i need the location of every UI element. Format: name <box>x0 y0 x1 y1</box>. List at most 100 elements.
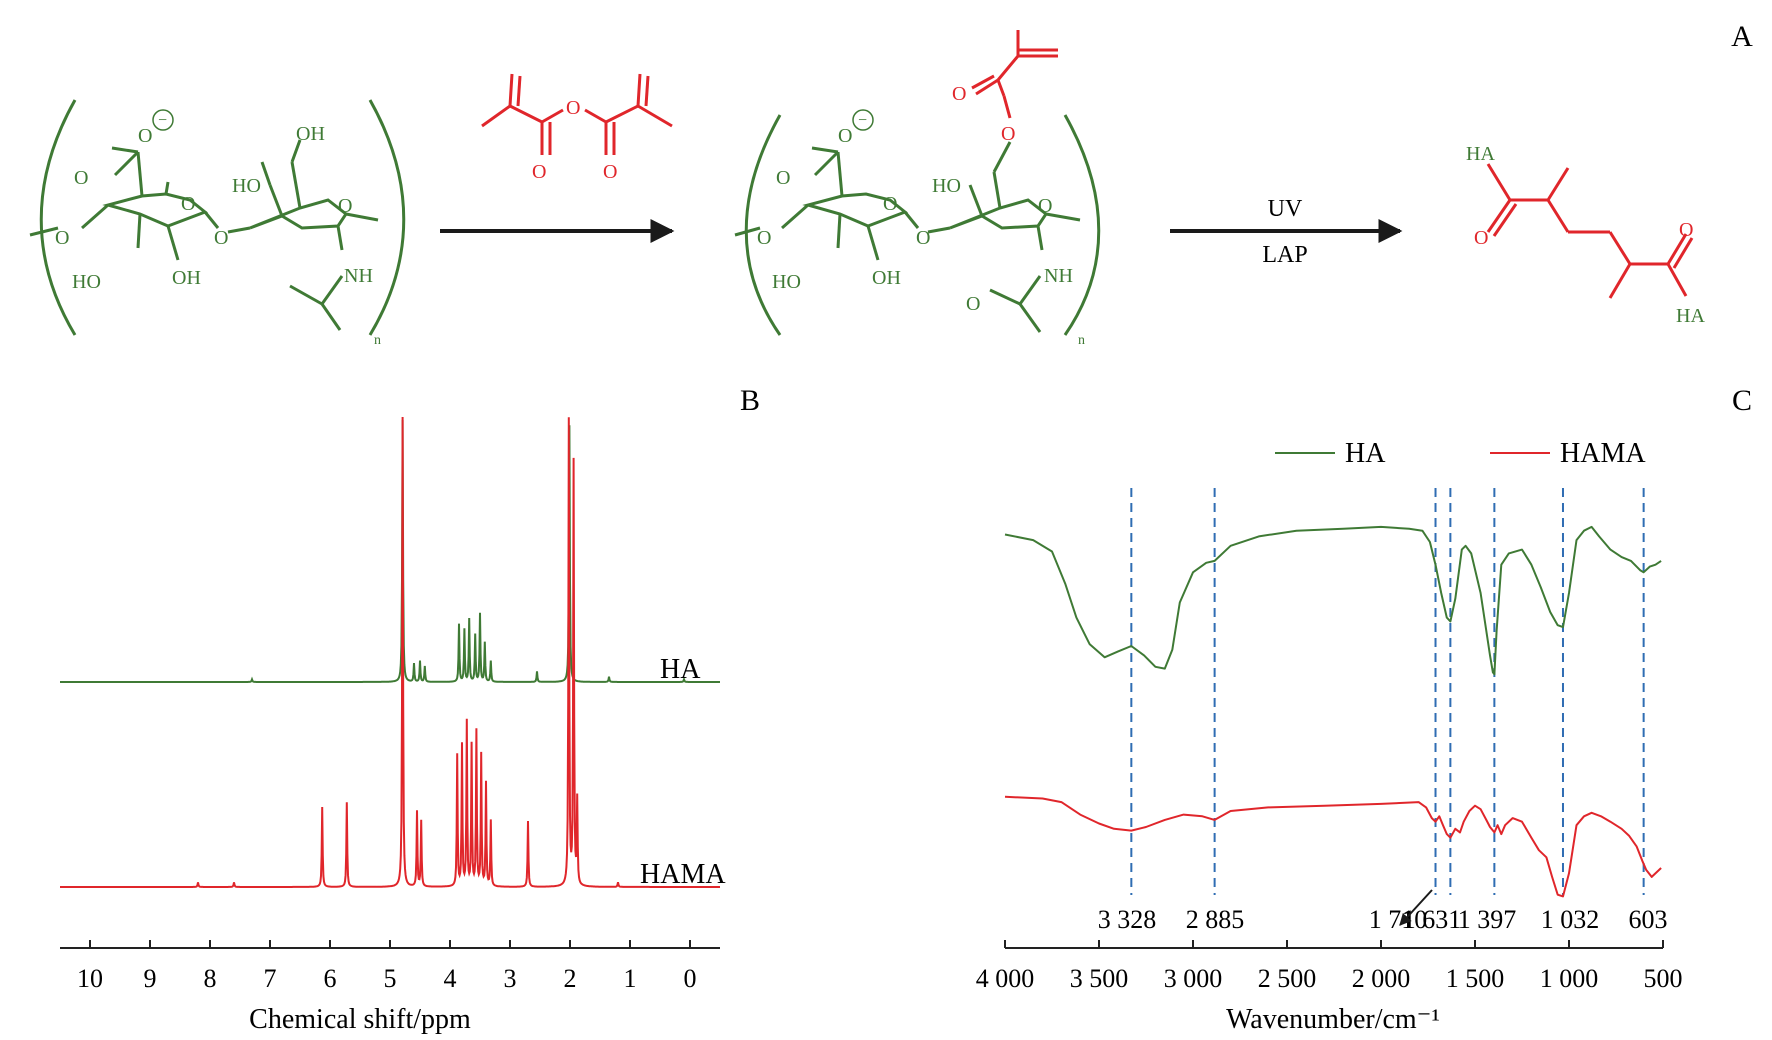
ftir-peak-annotation: 1 032 <box>1541 905 1600 934</box>
ha-ring-2 <box>249 198 349 230</box>
nmr-label-ha: HA <box>660 654 701 685</box>
ftir-peak-annotation: 3 328 <box>1098 905 1157 934</box>
hama-o-carbonyl: O <box>952 83 966 105</box>
anhydride-o-right: O <box>603 161 617 183</box>
ftir-series-hama <box>1004 795 1662 898</box>
hama-labels: O − O O O O O HO HO OH NH O n O O <box>757 83 1085 348</box>
ha-o-glyco: O <box>214 227 228 249</box>
ftir-peak-annotation: 1 397 <box>1458 905 1517 934</box>
ha-nh: NH <box>344 265 373 287</box>
nmr-x-tick-label: 6 <box>324 964 337 993</box>
anhydride-o-bridge: O <box>566 97 580 119</box>
uv-label: UV <box>1268 196 1303 222</box>
ha-o-minus: O <box>138 125 152 147</box>
ha-charge-circle <box>152 109 174 131</box>
hama-o-minus: O <box>838 125 852 147</box>
ftir-peak-annotation: 2 885 <box>1186 905 1245 934</box>
legend-label-hama: HAMA <box>1560 438 1646 469</box>
nmr-label-hama: HAMA <box>640 859 726 890</box>
hama-ho-1: HO <box>772 271 801 293</box>
hama-nh: NH <box>1044 265 1073 287</box>
hama-ring-2 <box>949 198 1049 230</box>
nmr-x-tick-label: 3 <box>504 964 517 993</box>
product-labels: HA O O HA <box>1466 143 1705 327</box>
ha-ho-1: HO <box>72 271 101 293</box>
nmr-series-layer <box>60 416 720 888</box>
hama-minus-charge: − <box>858 112 867 129</box>
hama-n-subscript: n <box>1078 333 1085 348</box>
hama-o-acid: O <box>776 167 790 189</box>
panel-a: A <box>29 20 1753 348</box>
product-o-right: O <box>1679 219 1693 241</box>
panel-c: C HA HAMA 4 000 3 500 3 000 2 500 2 000 1 500… <box>976 384 1752 1035</box>
ftir-x-tick-label: 1 000 <box>1540 964 1599 993</box>
nmr-x-tick-label: 2 <box>564 964 577 993</box>
nmr-x-ticks: 10 9 8 7 6 5 4 3 2 1 0 <box>77 940 697 993</box>
anhydride-labels: O O O <box>532 97 617 183</box>
ha-o-ring2: O <box>338 195 352 217</box>
hama-bracket-left <box>744 114 782 336</box>
hama-o-ester: O <box>1001 123 1015 145</box>
ha-bracket-right <box>368 99 406 336</box>
nmr-x-tick-label: 5 <box>384 964 397 993</box>
product-structure <box>1486 163 1694 299</box>
ha-o-link-left: O <box>55 227 69 249</box>
ha-ho-left: HO <box>232 175 261 197</box>
ha-n-subscript: n <box>374 333 381 348</box>
ha-o-acid: O <box>74 167 88 189</box>
nmr-x-axis-label: Chemical shift/ppm <box>249 1004 471 1035</box>
ftir-x-tick-label: 3 000 <box>1164 964 1223 993</box>
ftir-legend: HA HAMA <box>1275 438 1646 469</box>
hama-o-ring2: O <box>1038 195 1052 217</box>
hama-bracket-right <box>1063 114 1101 336</box>
ftir-peak-annotation: 603 <box>1629 905 1668 934</box>
ha-labels: O − O O O O O OH HO HO OH NH n <box>55 109 381 348</box>
ha-structure <box>29 99 406 336</box>
anhydride-structure <box>481 73 673 155</box>
nmr-series-hama <box>60 416 720 888</box>
ftir-x-tick-label: 2 500 <box>1258 964 1317 993</box>
nmr-x-tick-label: 10 <box>77 964 103 993</box>
hama-ho-left: HO <box>932 175 961 197</box>
lap-label: LAP <box>1262 242 1307 268</box>
nmr-x-tick-label: 7 <box>264 964 277 993</box>
legend-label-ha: HA <box>1345 438 1386 469</box>
ha-oh-1: OH <box>172 267 201 289</box>
ftir-x-tick-label: 3 500 <box>1070 964 1129 993</box>
annotation-arrow-1710 <box>1399 889 1433 926</box>
ftir-x-tick-label: 2 000 <box>1352 964 1411 993</box>
product-o-left: O <box>1474 227 1488 249</box>
ftir-x-tick-label: 1 500 <box>1446 964 1505 993</box>
ftir-peak-annotation: 1 631 <box>1403 905 1462 934</box>
anhydride-o-left: O <box>532 161 546 183</box>
nmr-x-tick-label: 1 <box>624 964 637 993</box>
hama-o-ring1: O <box>883 193 897 215</box>
hama-ring-1 <box>802 192 908 228</box>
hama-o-amide: O <box>966 293 980 315</box>
product-ha-bottom: HA <box>1676 305 1705 327</box>
ftir-series-layer <box>1004 525 1662 898</box>
hama-methacrylate <box>971 30 1058 119</box>
hama-charge-circle <box>852 109 874 131</box>
ftir-x-tick-label: 500 <box>1644 964 1683 993</box>
ha-oh-top: OH <box>296 123 325 145</box>
ftir-x-tick-label: 4 000 <box>976 964 1035 993</box>
panel-b: B 10 9 8 7 6 5 4 3 2 1 0 Chemical shift/ppm HA HAM… <box>60 384 760 1035</box>
panel-b-label: B <box>740 384 760 417</box>
ftir-series-ha <box>1004 525 1662 676</box>
ftir-x-axis-label: Wavenumber/cm⁻¹ <box>1226 1004 1440 1035</box>
ftir-x-ticks: 4 000 3 500 3 000 2 500 2 000 1 500 1 000 500 <box>976 940 1683 993</box>
ha-o-ring1: O <box>181 193 195 215</box>
hama-o-link-left: O <box>757 227 771 249</box>
ftir-marker-layer <box>1130 488 1645 895</box>
ha-minus-charge: − <box>158 112 167 129</box>
hama-structure <box>734 114 1101 336</box>
nmr-x-tick-label: 9 <box>144 964 157 993</box>
nmr-x-tick-label: 4 <box>444 964 457 993</box>
hama-o-glyco: O <box>916 227 930 249</box>
ha-ring-1 <box>102 192 208 228</box>
panel-c-label: C <box>1732 384 1752 417</box>
nmr-x-tick-label: 0 <box>684 964 697 993</box>
